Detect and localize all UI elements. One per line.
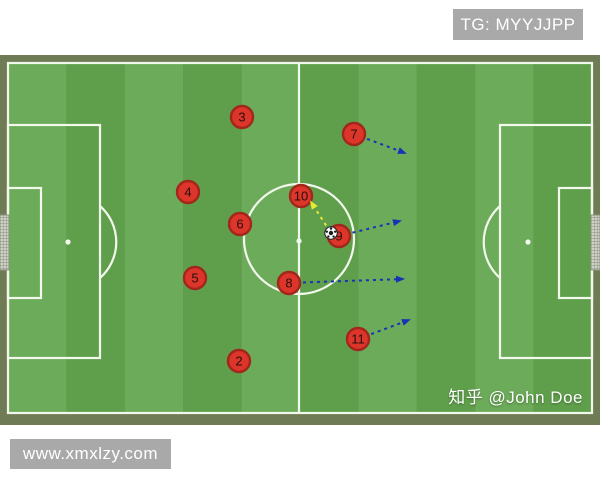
run-arrow-player-8 [302,275,405,284]
player-marker-6: 6 [227,211,253,237]
player-marker-7: 7 [341,121,367,147]
players-layer: 3 7 4 10 6 9 5 8 2 11 [175,104,371,374]
penalty-spot-left [65,239,71,245]
movement-arrows-layer [302,137,411,336]
player-marker-4: 4 [175,179,201,205]
player-circle [341,121,367,147]
player-number: 11 [351,332,365,347]
pitch-diagram: 3 7 4 10 6 9 5 8 2 11 [0,55,600,425]
field-stripes [8,63,592,413]
penalty-arc-left [99,205,118,279]
player-marker-5: 5 [182,265,208,291]
player-number: 6 [236,217,243,232]
player-circle [227,211,253,237]
pass-arrow-ball [309,200,327,226]
player-marker-11: 11 [345,326,371,352]
telegram-watermark-badge: TG: MYYJJPP [453,9,583,40]
player-circle [229,104,255,130]
player-marker-10: 10 [288,183,314,209]
player-circle [345,326,371,352]
player-number: 4 [184,185,191,200]
center-spot [296,238,302,244]
penalty-arc-right [482,205,501,279]
player-number: 7 [350,127,357,142]
player-number: 10 [294,189,308,204]
player-number: 9 [335,229,342,244]
player-marker-2: 2 [226,348,252,374]
player-circle [288,183,314,209]
run-arrow-player-9 [352,219,402,234]
pitch-image: 3 7 4 10 6 9 5 8 2 11 [0,55,600,425]
player-number: 2 [235,354,242,369]
player-marker-3: 3 [229,104,255,130]
website-watermark-badge: www.xmxlzy.com [10,439,171,469]
field-stripe [358,63,417,413]
player-circle [226,348,252,374]
field-stripe [416,63,476,413]
player-circle [175,179,201,205]
goal-right [590,214,600,271]
author-credit: 知乎 @John Doe [448,388,583,407]
ball-layer [324,226,338,240]
ball-icon [324,226,338,240]
player-circle [276,270,302,296]
field-stripe [8,63,67,413]
player-number: 5 [191,271,198,286]
field-stripe [124,63,184,413]
penalty-spot-right [525,239,531,245]
goal-left [0,214,10,271]
player-number: 8 [285,276,292,291]
player-number: 3 [238,110,245,125]
player-circle [182,265,208,291]
player-marker-8: 8 [276,270,302,296]
field-stripe [533,63,592,413]
